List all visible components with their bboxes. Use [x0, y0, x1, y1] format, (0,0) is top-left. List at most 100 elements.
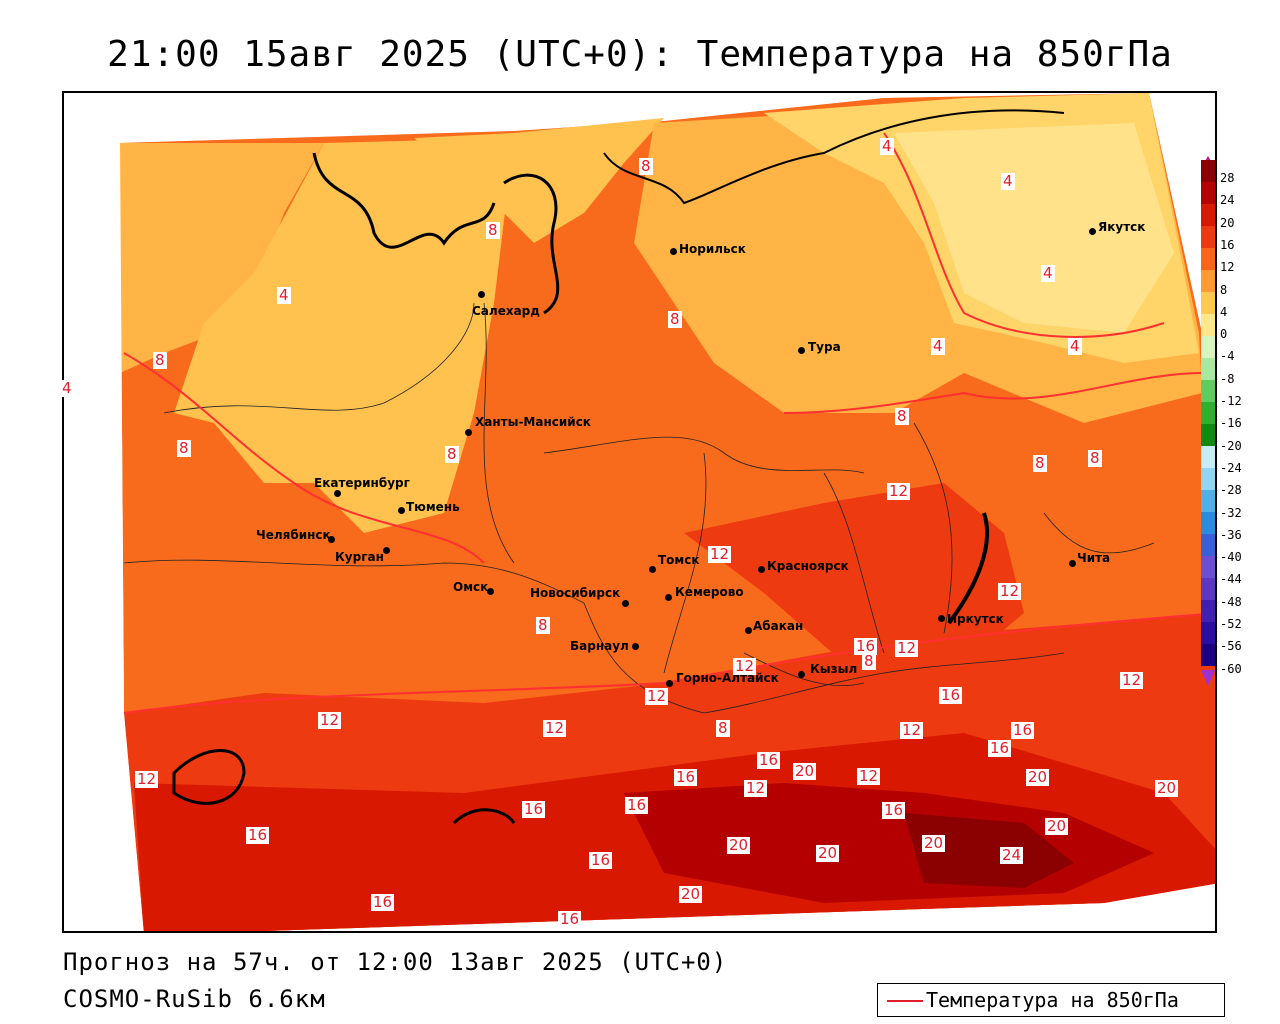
contour-label: 20: [727, 836, 751, 854]
contour-label: 20: [679, 885, 703, 903]
contour-label: 12: [744, 779, 768, 797]
colorbar-tick-label: -60: [1220, 661, 1242, 676]
contour-label: 8: [153, 351, 167, 369]
contour-label: 12: [900, 721, 924, 739]
colorbar-segment: [1201, 204, 1215, 226]
contour-label: 16: [246, 826, 270, 844]
colorbar-segment: [1201, 556, 1215, 578]
colorbar-tick-label: -52: [1220, 617, 1242, 631]
contour-label: 16: [882, 801, 906, 819]
colorbar-segment: [1201, 578, 1215, 600]
colorbar-segment: [1201, 644, 1215, 666]
contour-label: 4: [1001, 172, 1015, 190]
forecast-info: Прогноз на 57ч. от 12:00 13авг 2025 (UTC…: [63, 948, 728, 976]
contour-label: 4: [1068, 337, 1082, 355]
colorbar-tick-label: -12: [1220, 394, 1242, 408]
contour-label: 8: [716, 719, 730, 737]
contour-label: 20: [1026, 768, 1050, 786]
contour-label: 4: [277, 286, 291, 304]
colorbar-tick-label: -24: [1220, 460, 1242, 475]
map-area: [62, 91, 1217, 933]
contour-label: 4: [931, 337, 945, 355]
contour-label: 16: [757, 751, 781, 769]
model-name: COSMO-RuSib 6.6км: [63, 985, 326, 1013]
colorbar-segment: [1201, 600, 1215, 622]
colorbar-tick-label: -20: [1220, 438, 1242, 453]
colorbar-segment: [1201, 336, 1215, 358]
contour-label: 16: [988, 739, 1012, 757]
contour-label: 4: [1041, 264, 1055, 282]
contour-label: 8: [862, 652, 876, 670]
colorbar-segment: [1201, 468, 1215, 490]
colorbar-tick-label: -4: [1220, 349, 1235, 364]
contour-label: 20: [816, 844, 840, 862]
contour-label: 12: [135, 770, 159, 788]
contour-label: 8: [639, 157, 653, 175]
colorbar-segment: [1201, 534, 1215, 556]
colorbar-tick-label: 16: [1220, 237, 1235, 252]
contour-label: 8: [1033, 454, 1047, 472]
colorbar-tick-label: 8: [1220, 282, 1228, 297]
colorbar-segment: [1201, 248, 1215, 270]
colorbar-segment: [1201, 314, 1215, 336]
colorbar-tick-label: -44: [1220, 572, 1242, 587]
contour-label: 8: [536, 616, 550, 634]
contour-label: 8: [486, 221, 500, 239]
colorbar-tick-label: -32: [1220, 505, 1242, 520]
colorbar-tick-label: 0: [1220, 327, 1228, 342]
contour-label: 16: [1011, 721, 1035, 739]
colorbar-tick-label: -48: [1220, 594, 1242, 609]
colorbar-segment: [1201, 380, 1215, 402]
colorbar-tick-label: 28: [1220, 171, 1235, 185]
colorbar-tick-label: 12: [1220, 260, 1235, 275]
contour-label: 16: [674, 768, 698, 786]
contour-label: 12: [645, 687, 669, 705]
contour-label: 24: [1000, 846, 1024, 864]
colorbar-segment: [1201, 270, 1215, 292]
contour-label: 16: [589, 851, 613, 869]
contour-label: 12: [998, 582, 1022, 600]
colorbar-tick-label: 20: [1220, 215, 1235, 230]
temperature-field: [64, 93, 1215, 931]
colorbar-tick-label: -8: [1220, 371, 1235, 386]
contour-label: 4: [880, 137, 894, 155]
contour-label: 20: [1045, 817, 1069, 835]
contour-label: 12: [318, 711, 342, 729]
contour-label: 16: [939, 686, 963, 704]
contour-label: 12: [708, 545, 732, 563]
colorbar-tick-label: -36: [1220, 527, 1242, 542]
contour-label: 12: [857, 767, 881, 785]
colorbar-segment: [1201, 182, 1215, 204]
colorbar-tick-label: 4: [1220, 304, 1228, 319]
colorbar-segment: [1201, 424, 1215, 446]
contour-label: 20: [1155, 779, 1179, 797]
colorbar-segment: [1201, 160, 1215, 182]
legend-label: Температура на 850гПа: [926, 988, 1179, 1012]
colorbar-segment: [1201, 512, 1215, 534]
contour-label: 16: [854, 637, 878, 655]
colorbar-segment: [1201, 226, 1215, 248]
colorbar-segment: [1201, 292, 1215, 314]
colorbar-segment: [1201, 358, 1215, 380]
map-title: 21:00 15авг 2025 (UTC+0): Температура на…: [107, 34, 1173, 75]
colorbar-tick-label: -16: [1220, 416, 1242, 431]
contour-label: 16: [558, 910, 582, 928]
contour-label: 16: [371, 893, 395, 911]
legend-line-swatch: [887, 1000, 923, 1002]
colorbar-segment: [1201, 490, 1215, 512]
contour-label: 12: [887, 482, 911, 500]
legend: Температура на 850гПа: [877, 983, 1225, 1017]
contour-label: 4: [60, 379, 74, 397]
colorbar-segments: [1201, 160, 1215, 666]
colorbar-tick-label: -28: [1220, 483, 1242, 498]
colorbar-segment: [1201, 446, 1215, 468]
colorbar-segment: [1201, 622, 1215, 644]
colorbar-bottom-arrow: [1201, 670, 1215, 686]
contour-label: 16: [625, 796, 649, 814]
contour-label: 12: [1120, 671, 1144, 689]
colorbar-tick-label: 24: [1220, 193, 1235, 208]
contour-label: 16: [522, 800, 546, 818]
colorbar-tick-label: -56: [1220, 639, 1242, 654]
contour-label: 20: [922, 834, 946, 852]
contour-label: 8: [177, 439, 191, 457]
